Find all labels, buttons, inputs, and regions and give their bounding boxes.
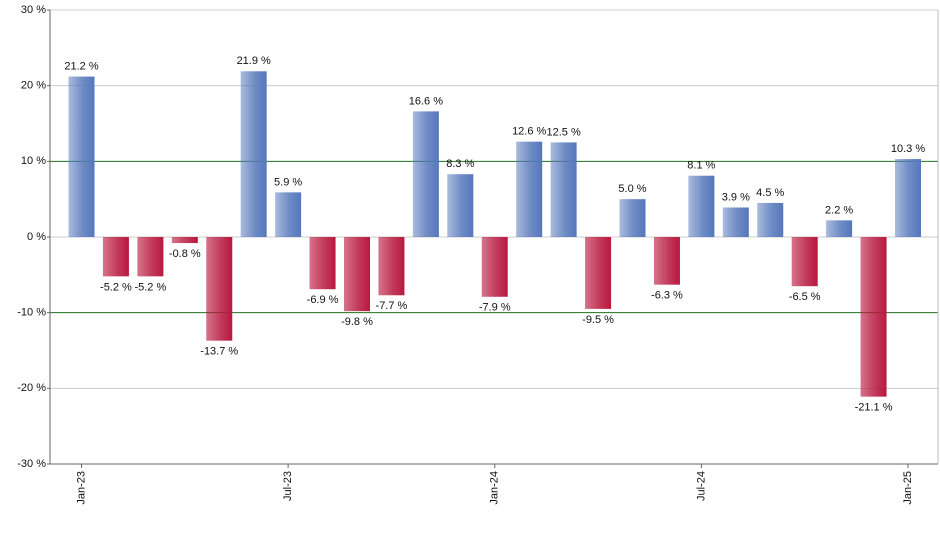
y-tick-label: 0 % bbox=[27, 231, 46, 243]
x-tick-label: Jan-23 bbox=[75, 471, 87, 505]
bar bbox=[378, 237, 405, 296]
bar bbox=[722, 207, 749, 237]
value-label: 10.3 % bbox=[891, 143, 925, 155]
x-tick-label: Jul-23 bbox=[282, 471, 294, 501]
x-tick-label: Jul-24 bbox=[695, 471, 707, 501]
bar bbox=[895, 159, 921, 237]
bar bbox=[550, 142, 577, 237]
bar bbox=[275, 192, 302, 237]
value-label: -7.7 % bbox=[376, 300, 408, 312]
bar bbox=[481, 237, 508, 297]
y-tick-label: 30 % bbox=[21, 4, 46, 16]
value-label: -7.9 % bbox=[479, 302, 511, 314]
value-label: 3.9 % bbox=[722, 191, 750, 203]
value-label: -13.7 % bbox=[200, 346, 238, 358]
x-tick-label: Jan-25 bbox=[902, 471, 914, 505]
bar bbox=[206, 237, 233, 341]
value-label: 21.9 % bbox=[237, 55, 271, 67]
value-label: -5.2 % bbox=[100, 281, 132, 293]
bar bbox=[791, 237, 818, 287]
bar bbox=[68, 76, 95, 237]
value-label: -6.3 % bbox=[651, 290, 683, 302]
value-label: -21.1 % bbox=[855, 402, 893, 414]
value-label: 8.1 % bbox=[687, 160, 715, 172]
value-label: -9.8 % bbox=[341, 316, 373, 328]
bar bbox=[344, 237, 370, 312]
bar bbox=[447, 174, 474, 237]
y-tick-label: 20 % bbox=[21, 80, 46, 92]
bar bbox=[171, 237, 198, 244]
bar bbox=[412, 111, 439, 237]
value-label: 12.6 % bbox=[512, 126, 546, 138]
x-tick-label: Jan-24 bbox=[489, 471, 501, 505]
bar bbox=[826, 220, 853, 237]
bar bbox=[102, 237, 129, 277]
bar bbox=[137, 237, 164, 277]
value-label: -9.5 % bbox=[582, 314, 614, 326]
bar bbox=[585, 237, 612, 309]
value-label: 12.5 % bbox=[547, 126, 581, 138]
value-label: 8.3 % bbox=[446, 158, 474, 170]
value-label: 4.5 % bbox=[756, 187, 784, 199]
bar bbox=[757, 202, 784, 237]
bar bbox=[653, 237, 680, 285]
bar bbox=[516, 141, 543, 237]
y-tick-label: 10 % bbox=[21, 155, 46, 167]
value-label: -6.5 % bbox=[789, 291, 821, 303]
value-label: 5.9 % bbox=[274, 176, 302, 188]
y-tick-label: -20 % bbox=[17, 382, 46, 394]
value-label: 5.0 % bbox=[618, 183, 646, 195]
y-tick-label: -30 % bbox=[17, 458, 46, 470]
value-label: 2.2 % bbox=[825, 204, 853, 216]
bar bbox=[309, 237, 336, 290]
bar bbox=[860, 237, 887, 397]
value-label: -6.9 % bbox=[307, 294, 339, 306]
value-label: 16.6 % bbox=[409, 95, 443, 107]
value-label: -0.8 % bbox=[169, 248, 201, 260]
bar bbox=[240, 71, 267, 237]
value-label: 21.2 % bbox=[64, 60, 98, 72]
bar bbox=[619, 199, 646, 237]
value-label: -5.2 % bbox=[134, 281, 166, 293]
bar bbox=[688, 175, 715, 237]
y-tick-label: -10 % bbox=[17, 307, 46, 319]
